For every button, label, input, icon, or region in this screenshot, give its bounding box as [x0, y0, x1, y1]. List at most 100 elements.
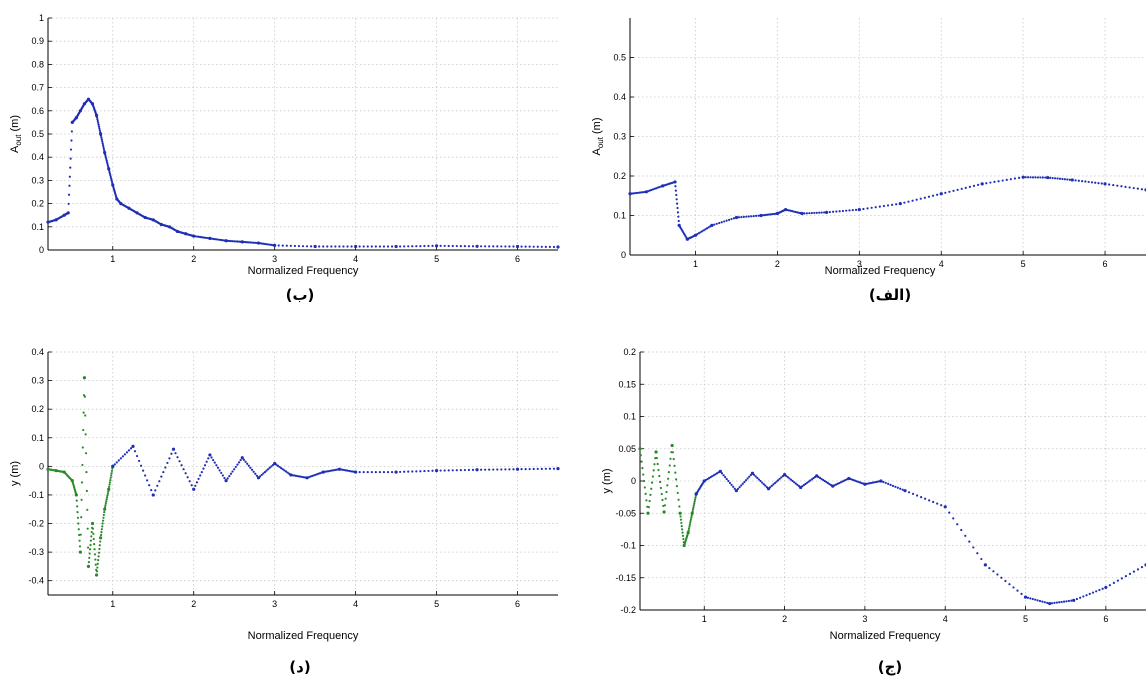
data-point [1050, 602, 1054, 605]
data-point [903, 489, 907, 493]
data-point [711, 475, 714, 478]
data-point [284, 470, 288, 473]
data-point [851, 209, 854, 212]
data-point [218, 238, 221, 241]
data-point [278, 465, 281, 469]
data-point [202, 236, 205, 239]
y-tick-label: 0.7 [31, 83, 44, 93]
data-point [692, 504, 695, 507]
data-point [656, 462, 659, 466]
data-point [151, 493, 155, 497]
y-tick-label: 0.5 [31, 129, 44, 139]
y-tick-label: 0 [39, 461, 44, 471]
data-point [100, 531, 103, 534]
data-point [722, 474, 725, 477]
data-point [647, 506, 650, 509]
data-point [162, 470, 165, 474]
data-point [97, 125, 101, 128]
data-point [1084, 180, 1087, 183]
data-point [180, 464, 183, 467]
data-point [82, 376, 87, 380]
data-point [93, 543, 96, 546]
data-point [968, 540, 971, 543]
data-point [1124, 185, 1127, 188]
data-point [676, 491, 679, 495]
data-point [1021, 175, 1025, 179]
y-tick-label: -0.4 [28, 576, 44, 586]
data-point [195, 481, 199, 484]
data-point [125, 451, 129, 454]
data-point [682, 537, 685, 541]
data-point [102, 147, 105, 150]
data-point [199, 474, 202, 477]
data-point [208, 453, 212, 457]
data-point [76, 505, 79, 508]
data-point [80, 498, 83, 501]
data-point [443, 244, 446, 248]
data-point [673, 180, 677, 184]
data-point [648, 499, 651, 503]
data-point [736, 487, 740, 491]
data-point [411, 245, 414, 248]
data-point [866, 207, 869, 210]
data-point [351, 470, 354, 473]
data-point [650, 481, 654, 484]
data-point [1058, 177, 1062, 180]
data-point [544, 467, 547, 470]
data-point [1012, 586, 1015, 589]
data-point [689, 517, 693, 521]
data-point [894, 485, 897, 488]
data-point [1038, 599, 1042, 603]
data-point [96, 119, 99, 123]
data-point [663, 504, 666, 507]
data-point [952, 517, 955, 520]
data-point [479, 245, 483, 248]
data-point [267, 243, 270, 246]
data-point [252, 241, 255, 244]
data-point [199, 235, 202, 239]
data-point [200, 236, 203, 239]
data-point [200, 470, 203, 474]
data-point [508, 468, 511, 471]
data-point [399, 245, 402, 248]
data-point [956, 523, 959, 526]
panel-alef-amplitude-chart: 1 2 3 4 5 6 0 0.1 0.2 0.3 0.4 0.5 Normalized Frequen… [591, 18, 1146, 304]
data-point [1072, 598, 1076, 602]
data-point [101, 142, 104, 145]
data-point [828, 482, 831, 486]
data-point [654, 450, 658, 454]
data-point [213, 461, 216, 464]
data-point [803, 212, 806, 215]
data-point [283, 469, 286, 472]
data-point [818, 211, 821, 214]
data-point [399, 470, 402, 474]
data-point [681, 528, 684, 531]
x-tick-label: 3 [857, 259, 862, 269]
data-point [744, 479, 748, 482]
data-point [1085, 594, 1088, 597]
data-point [1063, 178, 1067, 181]
data-point [216, 238, 220, 241]
x-tick-label: 2 [191, 254, 196, 264]
data-point [699, 231, 702, 234]
data-point [275, 463, 278, 466]
data-point [1090, 181, 1094, 184]
series-1 [694, 469, 1146, 606]
data-point [213, 237, 216, 241]
y-tick-label: -0.2 [28, 519, 44, 529]
data-point [249, 466, 252, 469]
data-point [135, 454, 139, 458]
data-point [97, 559, 100, 562]
data-point [349, 470, 352, 473]
data-point [773, 481, 777, 485]
data-point [800, 211, 804, 216]
data-point [968, 185, 972, 188]
data-point [294, 474, 297, 477]
data-point [195, 235, 199, 238]
data-point [810, 478, 813, 481]
data-point [93, 553, 97, 556]
data-point [492, 245, 495, 248]
data-point [810, 211, 813, 215]
data-point [763, 214, 766, 217]
y-axis-label: y (m) [9, 461, 21, 486]
